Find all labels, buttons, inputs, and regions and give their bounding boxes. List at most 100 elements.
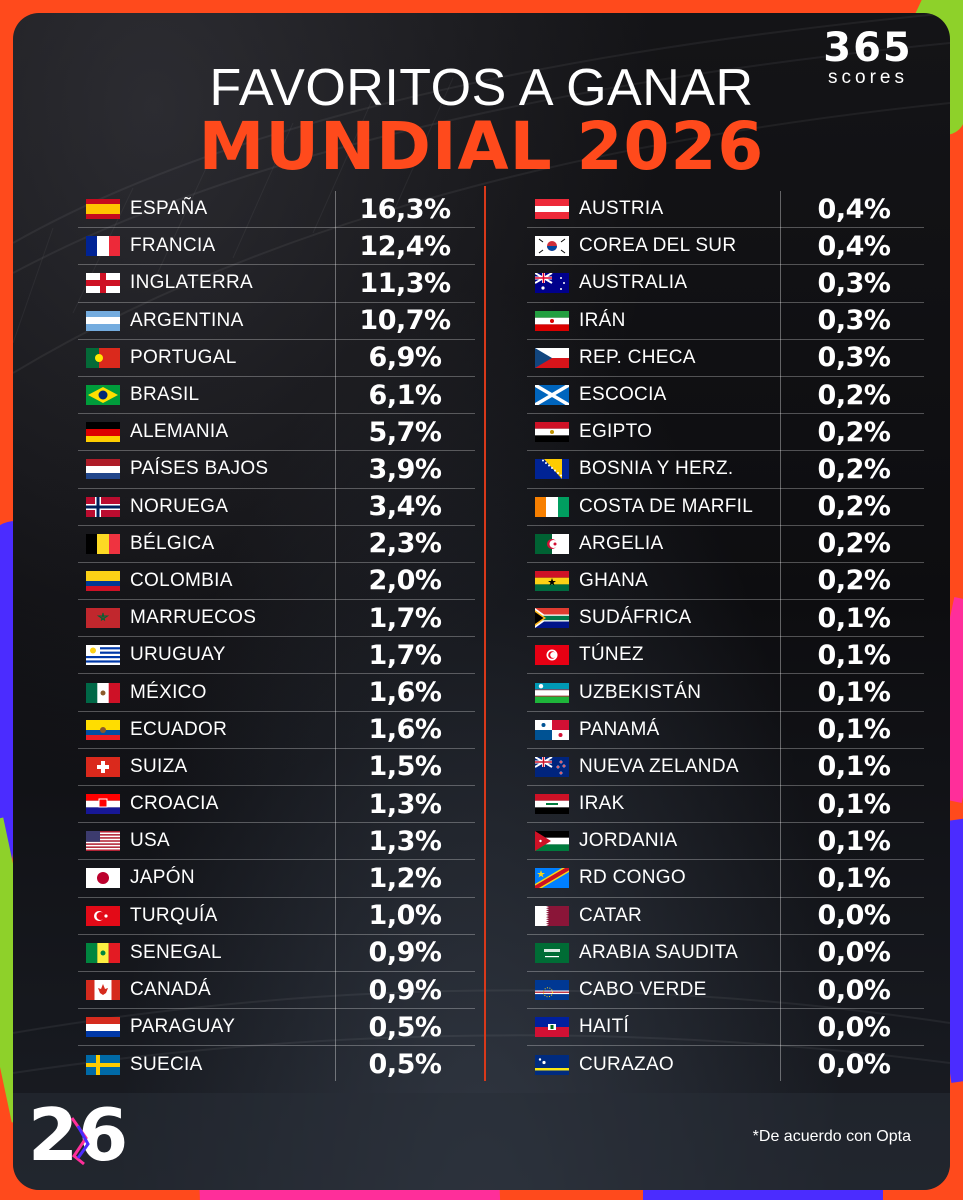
country-name: SUECIA <box>130 1053 203 1075</box>
win-probability: 3,9% <box>368 453 442 485</box>
curacao-flag-icon <box>535 1054 569 1075</box>
left-ranking-column: ESPAÑA 16,3% FRANCIA 12,4% INGLATERRA 11,3% AR… <box>78 191 475 1084</box>
win-probability: 0,0% <box>817 900 891 932</box>
win-probability: 1,2% <box>368 862 442 894</box>
win-probability: 6,1% <box>368 379 442 411</box>
ranking-row: NUEVA ZELANDA 0,1% <box>527 749 924 786</box>
brand-word: scores <box>828 67 908 88</box>
usa-flag-icon <box>86 831 120 852</box>
country-name: AUSTRALIA <box>579 272 688 294</box>
win-probability: 1,7% <box>368 602 442 634</box>
country-name: MÉXICO <box>130 681 207 703</box>
spain-flag-icon <box>86 199 120 220</box>
win-probability: 0,3% <box>817 305 891 337</box>
ranking-row: NORUEGA 3,4% <box>78 489 475 526</box>
main-panel <box>13 13 950 1190</box>
south-africa-flag-icon <box>535 608 569 629</box>
win-probability: 12,4% <box>359 230 451 262</box>
country-name: ARABIA SAUDITA <box>579 941 739 963</box>
win-probability: 0,1% <box>817 751 891 783</box>
country-name: CURAZAO <box>579 1053 674 1075</box>
panama-flag-icon <box>535 719 569 740</box>
win-probability: 5,7% <box>368 416 442 448</box>
country-name: NORUEGA <box>130 495 229 517</box>
country-name: COREA DEL SUR <box>579 235 737 257</box>
ranking-row: CANADÁ 0,9% <box>78 972 475 1010</box>
ranking-row: SENEGAL 0,9% <box>78 935 475 972</box>
win-probability: 0,2% <box>817 416 891 448</box>
algeria-flag-icon <box>535 533 569 554</box>
365scores-logo: 365 scores <box>808 28 928 94</box>
country-name: PAÍSES BAJOS <box>130 458 269 480</box>
ranking-row: PORTUGAL 6,9% <box>78 340 475 377</box>
right-ranking-column: AUSTRIA 0,4% COREA DEL SUR 0,4% AUSTRALIA 0,3… <box>527 191 924 1084</box>
win-probability: 0,4% <box>817 193 891 225</box>
ranking-row: RD CONGO 0,1% <box>527 860 924 898</box>
ranking-row: COREA DEL SUR 0,4% <box>527 228 924 266</box>
country-name: PORTUGAL <box>130 346 237 368</box>
stadium-background <box>13 13 950 1190</box>
country-name: JORDANIA <box>579 830 678 852</box>
bosnia-flag-icon <box>535 459 569 480</box>
ranking-row: ARGENTINA 10,7% <box>78 303 475 340</box>
country-name: RD CONGO <box>579 867 686 889</box>
country-name: BÉLGICA <box>130 532 215 554</box>
ranking-row: CABO VERDE 0,0% <box>527 972 924 1010</box>
win-probability: 0,1% <box>817 825 891 857</box>
win-probability: 0,0% <box>817 1011 891 1043</box>
new-zealand-flag-icon <box>535 756 569 777</box>
portugal-flag-icon <box>86 347 120 368</box>
canada-flag-icon <box>86 980 120 1001</box>
scotland-flag-icon <box>535 385 569 406</box>
country-name: ALEMANIA <box>130 421 229 443</box>
morocco-flag-icon <box>86 608 120 629</box>
left-value-divider <box>335 191 336 1081</box>
mexico-flag-icon <box>86 682 120 703</box>
ranking-row: MÉXICO 1,6% <box>78 674 475 712</box>
win-probability: 0,2% <box>817 453 891 485</box>
qatar-flag-icon <box>535 905 569 926</box>
country-name: USA <box>130 830 170 852</box>
ranking-row: AUSTRIA 0,4% <box>527 191 924 229</box>
country-name: ECUADOR <box>130 718 228 740</box>
win-probability: 10,7% <box>359 305 451 337</box>
country-name: PARAGUAY <box>130 1016 236 1038</box>
ranking-row: UZBEKISTÁN 0,1% <box>527 674 924 712</box>
ranking-row: ARGELIA 0,2% <box>527 526 924 563</box>
country-name: AUSTRIA <box>579 198 664 220</box>
win-probability: 0,3% <box>817 267 891 299</box>
ranking-row: PARAGUAY 0,5% <box>78 1009 475 1047</box>
page-subtitle: MUNDIAL 2026 <box>198 108 765 185</box>
south-korea-flag-icon <box>535 236 569 257</box>
turkey-flag-icon <box>86 905 120 926</box>
country-name: GHANA <box>579 569 649 591</box>
saudi-arabia-flag-icon <box>535 942 569 963</box>
ranking-row: BÉLGICA 2,3% <box>78 526 475 563</box>
colombia-flag-icon <box>86 570 120 591</box>
win-probability: 1,0% <box>368 900 442 932</box>
country-name: ESPAÑA <box>130 198 208 220</box>
ranking-row: COLOMBIA 2,0% <box>78 563 475 601</box>
ranking-row: GHANA 0,2% <box>527 563 924 601</box>
argentina-flag-icon <box>86 310 120 331</box>
australia-flag-icon <box>535 273 569 294</box>
germany-flag-icon <box>86 422 120 443</box>
win-probability: 0,1% <box>817 862 891 894</box>
country-name: TÚNEZ <box>579 644 644 666</box>
ranking-row: PANAMÁ 0,1% <box>527 712 924 749</box>
ranking-row: URUGUAY 1,7% <box>78 637 475 675</box>
sweden-flag-icon <box>86 1054 120 1075</box>
uzbekistan-flag-icon <box>535 682 569 703</box>
haiti-flag-icon <box>535 1017 569 1038</box>
ranking-row: FRANCIA 12,4% <box>78 228 475 266</box>
uruguay-flag-icon <box>86 645 120 666</box>
ranking-row: USA 1,3% <box>78 823 475 861</box>
country-name: CANADÁ <box>130 979 211 1001</box>
win-probability: 0,0% <box>817 937 891 969</box>
tunisia-flag-icon <box>535 645 569 666</box>
win-probability: 2,0% <box>368 565 442 597</box>
ranking-row: BRASIL 6,1% <box>78 377 475 415</box>
ranking-row: HAITÍ 0,0% <box>527 1009 924 1047</box>
win-probability: 16,3% <box>359 193 451 225</box>
win-probability: 0,1% <box>817 677 891 709</box>
